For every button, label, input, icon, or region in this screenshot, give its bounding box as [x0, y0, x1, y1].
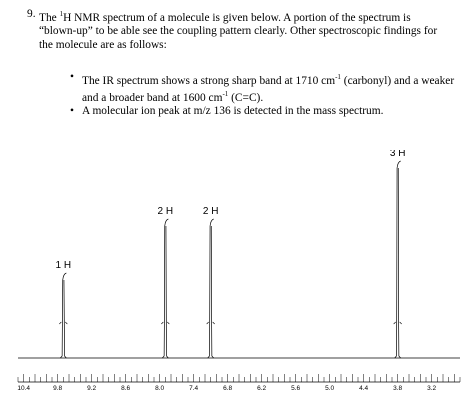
integration-label: 3 H [390, 150, 406, 159]
x-tick-label: 3.8 [393, 385, 402, 392]
x-tick-label: 9.8 [53, 385, 62, 392]
ir-text-4: (C=C). [228, 92, 264, 104]
x-tick-label: 6.8 [223, 385, 232, 392]
x-tick-label: 5.6 [291, 385, 300, 392]
nmr-peak-shoulder [59, 321, 68, 325]
bullet-icon: • [70, 71, 74, 83]
x-axis-tick-labels: 10.4 9.8 9.2 8.6 8.0 7.4 6.8 6.2 5.6 5.0 4.4 3.8 3.2 [17, 385, 436, 392]
nmr-peak [394, 160, 401, 359]
x-tick-label: 3.2 [427, 385, 436, 392]
integration-label: 2 H [203, 206, 219, 217]
bullet-icon: • [70, 105, 74, 118]
ir-text-1: The IR spectrum shows a strong sharp ban… [82, 74, 336, 87]
ir-sup-1: -1 [335, 73, 341, 81]
nmr-peak [207, 218, 214, 359]
x-tick-label: 8.6 [121, 385, 130, 392]
nmr-peak [60, 272, 67, 359]
nmr-peak-shoulder [161, 321, 170, 325]
nmr-peak-shoulder [206, 321, 215, 325]
nmr-peak [162, 218, 169, 359]
question-number: 9. [27, 8, 36, 20]
question-line-1-rest: H NMR spectrum of a molecule is given be… [63, 11, 411, 24]
ir-text-3: and a broader band at 1600 cm [82, 92, 223, 104]
ms-text: A molecular ion peak at m/z 136 is detec… [82, 105, 384, 118]
nmr-peak-shoulder [393, 321, 402, 325]
question-line-1-prefix: The [39, 11, 60, 24]
question-line-3: the molecule are as follows: [39, 38, 167, 51]
ir-sup-2: -1 [222, 90, 229, 99]
peaks-layer [59, 160, 402, 359]
x-tick-label: 10.4 [17, 385, 30, 392]
ir-text-2: (carbonyl) and a weaker [340, 74, 455, 87]
integration-label: 1 H [56, 260, 72, 271]
question-text: 9. The 1H NMR spectrum of a molecule is … [27, 8, 467, 52]
finding-ir: • The IR spectrum shows a strong sharp b… [70, 71, 465, 105]
x-tick-label: 6.2 [257, 385, 266, 392]
superscript-1: 1 [59, 10, 64, 18]
finding-ms: • A molecular ion peak at m/z 136 is det… [70, 105, 465, 118]
integration-label: 2 H [158, 206, 174, 217]
x-tick-label: 5.0 [325, 385, 334, 392]
x-tick-label: 9.2 [87, 385, 96, 392]
x-axis-ticks [17, 374, 461, 382]
x-tick-label: 8.0 [155, 385, 164, 392]
x-tick-label: 4.4 [359, 385, 368, 392]
question-line-2: “blown-up” to be able see the coupling p… [39, 25, 438, 38]
question-line-1: The 1H NMR spectrum of a molecule is giv… [39, 8, 467, 25]
nmr-spectrum: 1 H 2 H 2 H 3 H 10.4 9.8 9.2 8.6 8.0 7.4 6.8 6.2 5.… [17, 150, 461, 392]
x-tick-label: 7.4 [189, 385, 198, 392]
findings-list: • The IR spectrum shows a strong sharp b… [70, 71, 465, 119]
integration-labels: 1 H 2 H 2 H 3 H [56, 150, 406, 271]
